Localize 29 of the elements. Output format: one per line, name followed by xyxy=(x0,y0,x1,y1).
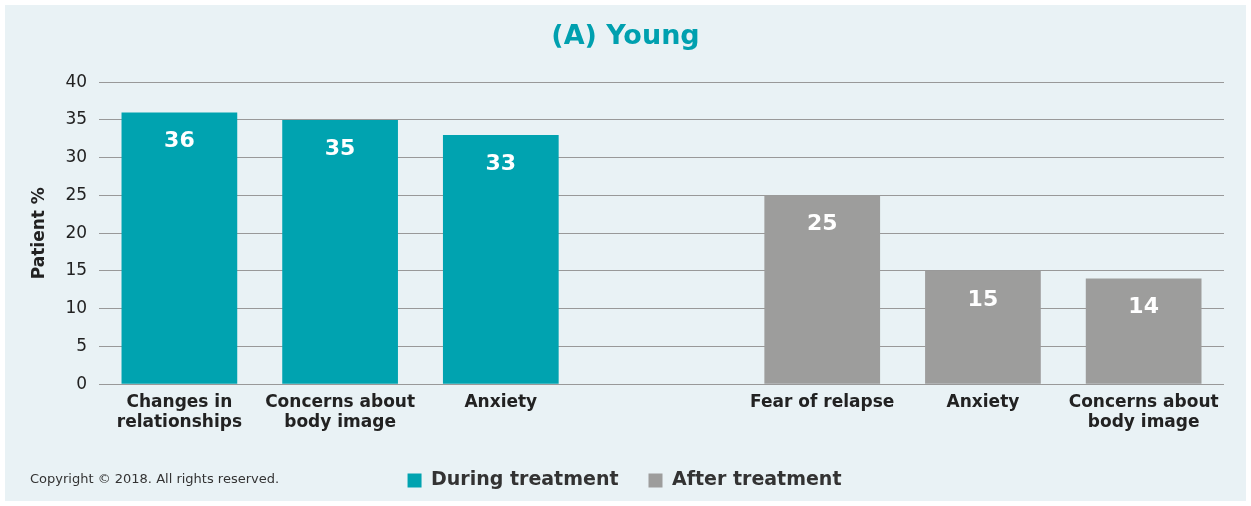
y-tick-label: 0 xyxy=(76,372,88,393)
x-tick-label: Fear of relapse xyxy=(750,390,895,411)
data-label: 15 xyxy=(967,285,999,311)
data-label: 33 xyxy=(485,149,517,175)
y-tick-label: 15 xyxy=(65,259,88,280)
y-tick-label: 10 xyxy=(65,297,88,318)
x-tick-label: Concerns about body image xyxy=(265,390,416,432)
legend-label: After treatment xyxy=(672,467,842,490)
bar xyxy=(121,112,238,384)
y-tick-label: 25 xyxy=(65,183,88,204)
y-tick-label: 40 xyxy=(65,70,88,91)
x-tick-label: Concerns about body image xyxy=(1068,390,1219,432)
data-label: 35 xyxy=(324,134,356,160)
data-label: 14 xyxy=(1128,293,1159,319)
legend-label: During treatment xyxy=(431,467,619,490)
data-label: 36 xyxy=(164,127,195,153)
chart-title: (A) Young xyxy=(550,19,701,50)
y-axis-title: Patient % xyxy=(27,187,48,280)
y-tick-label: 5 xyxy=(76,334,88,355)
text: Copyright © 2018. All rights reserved. xyxy=(30,471,280,486)
bar xyxy=(282,119,398,384)
x-tick-label: Anxiety xyxy=(464,390,538,411)
data-label: 25 xyxy=(806,210,838,236)
x-tick-label: Changes in relationships xyxy=(116,390,243,432)
y-tick-label: 20 xyxy=(65,221,88,242)
bar xyxy=(442,135,559,384)
x-tick-label: Anxiety xyxy=(946,390,1020,411)
y-tick-label: 30 xyxy=(65,146,88,167)
y-tick-label: 35 xyxy=(65,108,88,129)
